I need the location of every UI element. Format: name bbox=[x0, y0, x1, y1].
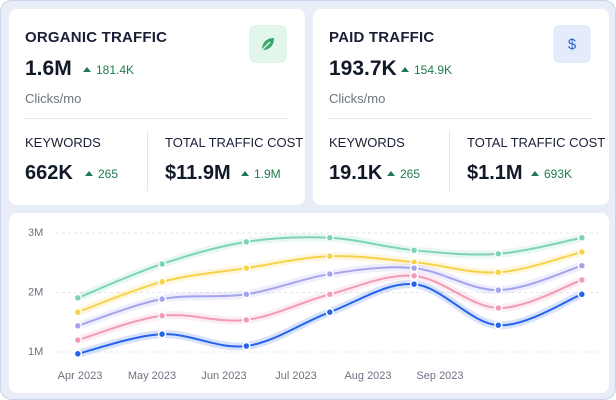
x-tick-label: Apr 2023 bbox=[58, 370, 103, 382]
paid-card: PAID TRAFFIC $ 193.7K 154.9K Clicks/mo K… bbox=[313, 9, 609, 205]
y-tick-label: 1M bbox=[28, 346, 43, 358]
organic-card: ORGANIC TRAFFIC 1.6M 181.4K Clicks/mo KE… bbox=[9, 9, 305, 205]
point bbox=[577, 275, 587, 285]
point bbox=[409, 246, 419, 255]
point bbox=[494, 249, 503, 259]
y-tick-label: 2M bbox=[28, 286, 43, 298]
card-title: PAID TRAFFIC bbox=[329, 29, 435, 46]
delta-text: 154.9K bbox=[414, 63, 453, 77]
cost-label: TOTAL TRAFFIC COST bbox=[165, 135, 304, 150]
x-tick-label: May 2023 bbox=[128, 370, 176, 382]
chart-card bbox=[9, 213, 609, 393]
main-value: 193.7K bbox=[329, 57, 397, 80]
card-title: ORGANIC TRAFFIC bbox=[25, 29, 168, 46]
divider bbox=[25, 118, 289, 119]
point bbox=[577, 247, 587, 257]
point bbox=[242, 263, 251, 273]
point bbox=[242, 315, 251, 325]
point bbox=[577, 290, 587, 299]
leaf-icon bbox=[249, 25, 287, 63]
main-value: 1.6M bbox=[25, 57, 72, 80]
point bbox=[409, 263, 419, 273]
point bbox=[157, 294, 167, 304]
y-tick-label: 3M bbox=[28, 227, 43, 239]
delta-text: 1.9M bbox=[254, 167, 281, 181]
point bbox=[157, 259, 167, 269]
unit: Clicks/mo bbox=[329, 91, 386, 106]
divider bbox=[449, 131, 450, 191]
point bbox=[409, 271, 419, 281]
keywords-label: KEYWORDS bbox=[329, 135, 405, 150]
keywords-delta: 265 bbox=[85, 167, 118, 181]
point bbox=[494, 268, 503, 277]
point bbox=[494, 320, 503, 330]
point bbox=[325, 269, 335, 279]
point bbox=[577, 233, 587, 243]
main-delta: 154.9K bbox=[401, 63, 452, 77]
keywords-delta: 265 bbox=[387, 167, 420, 181]
divider bbox=[147, 131, 148, 191]
keywords-label: KEYWORDS bbox=[25, 135, 101, 150]
x-tick-label: Sep 2023 bbox=[416, 370, 463, 382]
point bbox=[157, 329, 167, 339]
point bbox=[494, 303, 503, 313]
cost-value: $1.1M bbox=[467, 162, 523, 184]
point bbox=[157, 311, 167, 320]
point bbox=[242, 341, 251, 351]
cost-value: $11.9M bbox=[165, 162, 231, 184]
point bbox=[73, 307, 83, 317]
main-delta: 181.4K bbox=[83, 63, 134, 77]
unit: Clicks/mo bbox=[25, 91, 82, 106]
x-tick-label: Aug 2023 bbox=[344, 370, 391, 382]
point bbox=[325, 290, 335, 299]
x-tick-label: Jun 2023 bbox=[201, 370, 246, 382]
delta-text: 693K bbox=[544, 167, 573, 181]
point bbox=[494, 285, 503, 295]
keywords-value: 19.1K bbox=[329, 162, 383, 184]
point bbox=[73, 293, 83, 303]
point bbox=[73, 335, 83, 345]
point bbox=[157, 277, 167, 287]
point bbox=[242, 237, 251, 247]
point bbox=[409, 279, 419, 289]
point bbox=[73, 321, 83, 331]
leaf bbox=[261, 38, 274, 51]
divider bbox=[329, 118, 593, 119]
cost-delta: 693K bbox=[531, 167, 572, 181]
point bbox=[325, 251, 335, 261]
dollar-icon: $ bbox=[553, 25, 591, 63]
point bbox=[325, 307, 335, 317]
x-tick-label: Jul 2023 bbox=[275, 370, 317, 382]
delta-text: 265 bbox=[400, 167, 421, 181]
cost-label: TOTAL TRAFFIC COST bbox=[467, 135, 606, 150]
point bbox=[242, 290, 251, 299]
keywords-value: 662K bbox=[25, 162, 73, 184]
point bbox=[577, 261, 587, 270]
point bbox=[325, 233, 335, 243]
cost-delta: 1.9M bbox=[241, 167, 281, 181]
delta-text: 265 bbox=[98, 167, 119, 181]
delta-text: 181.4K bbox=[96, 63, 135, 77]
point bbox=[73, 349, 83, 359]
